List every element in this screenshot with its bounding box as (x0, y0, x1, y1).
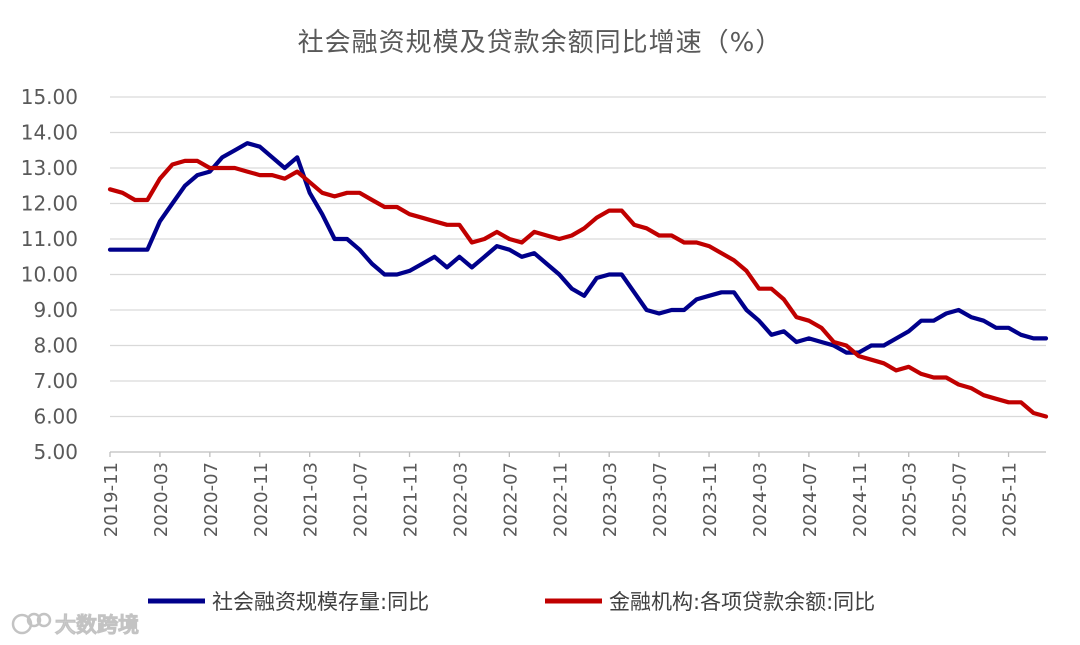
x-tick-label: 2019-11 (101, 462, 122, 537)
y-tick-label: 9.00 (33, 298, 78, 322)
x-tick-label: 2021-07 (351, 462, 372, 537)
y-tick-label: 11.00 (21, 227, 78, 251)
x-tick-label: 2025-11 (1000, 462, 1021, 537)
y-tick-label: 10.00 (21, 263, 78, 287)
x-tick-label: 2025-07 (950, 462, 971, 537)
x-tick-label: 2022-11 (550, 462, 571, 537)
x-tick-label: 2021-11 (401, 462, 422, 537)
x-axis-tick-labels: 2019-11 2020-03 2020-07 2020-11 2021-03 2021-… (101, 452, 1021, 537)
x-tick-label: 2020-11 (251, 462, 272, 537)
x-tick-label: 2023-07 (650, 462, 671, 537)
y-tick-label: 7.00 (33, 369, 78, 393)
x-tick-label: 2023-03 (600, 462, 621, 537)
legend-label-loan-balance: 金融机构:各项贷款余额:同比 (609, 590, 875, 614)
y-tick-label: 5.00 (33, 440, 78, 464)
y-tick-label: 8.00 (33, 334, 78, 358)
x-tick-label: 2024-07 (800, 462, 821, 537)
legend-label-social-financing: 社会融资规模存量:同比 (212, 590, 429, 614)
x-tick-label: 2022-07 (500, 462, 521, 537)
y-tick-label: 12.00 (21, 192, 78, 216)
watermark: 大数跨境 (11, 612, 139, 637)
x-tick-label: 2021-03 (301, 462, 322, 537)
gridlines (110, 96, 1046, 418)
y-tick-label: 6.00 (33, 405, 78, 429)
chart-title: 社会融资规模及贷款余额同比增速（%） (298, 28, 783, 58)
series-line-social-financing (107, 141, 1049, 355)
series-line-loan-balance (107, 158, 1049, 419)
watermark-text: 大数跨境 (55, 613, 139, 637)
x-tick-label: 2020-03 (151, 462, 172, 537)
x-tick-label: 2022-03 (450, 462, 471, 537)
legend: 社会融资规模存量:同比 金融机构:各项贷款余额:同比 (148, 590, 875, 614)
y-axis-tick-labels: 5.00 6.00 7.00 8.00 9.00 10.00 11.00 12.00 13.00… (21, 85, 78, 464)
x-tick-label: 2025-03 (900, 462, 921, 537)
y-tick-label: 13.00 (21, 156, 78, 180)
x-tick-label: 2024-11 (850, 462, 871, 537)
x-tick-label: 2020-07 (201, 462, 222, 537)
logo-icon (11, 612, 52, 635)
x-tick-label: 2024-03 (750, 462, 771, 537)
y-tick-label: 15.00 (21, 85, 78, 109)
y-tick-label: 14.00 (21, 121, 78, 145)
series-lines (107, 141, 1049, 419)
x-tick-label: 2023-11 (700, 462, 721, 537)
